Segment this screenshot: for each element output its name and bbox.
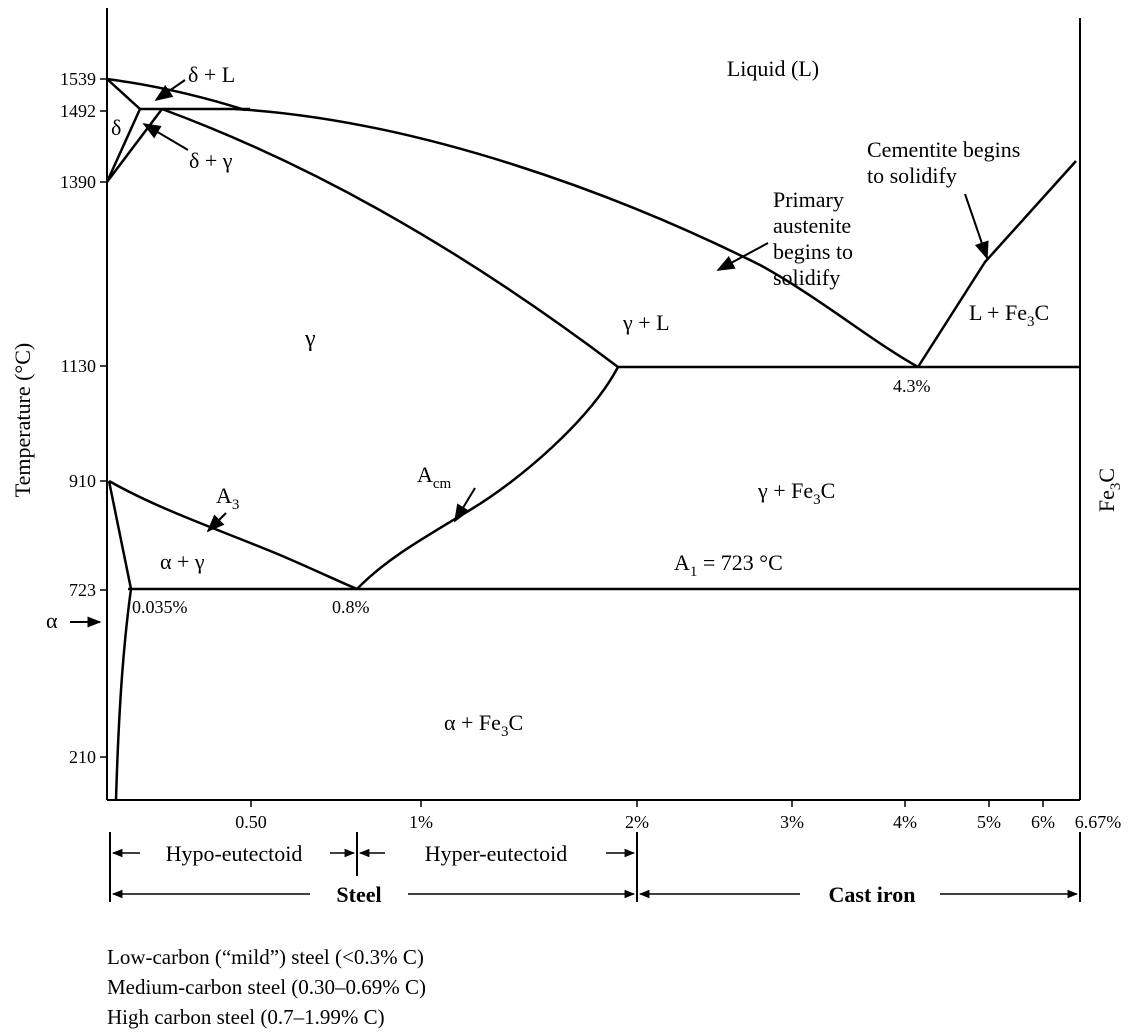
x-tick-0.50: 0.50 (235, 812, 267, 832)
delta-gamma-left (105, 108, 142, 183)
steel-grade-notes: Low-carbon (“mild”) steel (<0.3% C) Medi… (107, 942, 426, 1032)
label-alpha-fe3c: α + Fe3C (444, 710, 523, 740)
arrow-delta-l (154, 79, 186, 102)
note-high-carbon: High carbon steel (0.7–1.99% C) (107, 1005, 385, 1029)
label-0035pct: 0.035% (132, 597, 188, 617)
austenite-solidus (161, 107, 619, 368)
label-08pct: 0.8% (332, 597, 370, 617)
label-primary-austenite: Primary austenite begins to solidify (773, 187, 859, 290)
label-gamma: γ (304, 326, 316, 352)
delta-liquidus (106, 77, 246, 112)
arrow-acm (454, 487, 476, 523)
label-alpha: α (46, 608, 58, 633)
x-tick-3pct: 3% (780, 812, 804, 832)
label-liquid: Liquid (L) (727, 56, 819, 81)
x-tick-6.67pct: 6.67% (1075, 812, 1122, 832)
y-tick-723: 723 (69, 580, 96, 600)
x-tick-1pct: 1% (409, 812, 433, 832)
label-steel: Steel (336, 882, 381, 907)
label-a3: A3 (216, 483, 239, 513)
label-gamma-l: γ + L (622, 310, 670, 335)
label-43pct: 4.3% (893, 376, 931, 396)
label-delta: δ (111, 115, 121, 140)
y-tick-210: 210 (69, 747, 96, 767)
arrow-primary-austenite (716, 242, 769, 271)
label-acm: Acm (417, 462, 452, 492)
y-tick-1539: 1539 (60, 69, 96, 89)
pointer-arrows (142, 79, 989, 533)
arrow-cementite (964, 193, 989, 260)
phase-boundaries (105, 77, 1080, 801)
label-cast-iron: Cast iron (829, 882, 916, 907)
classification-arrows (111, 848, 1079, 899)
y-tick-910: 910 (69, 471, 96, 491)
arrow-a3 (206, 512, 227, 533)
right-axis-label: Fe3C (1094, 468, 1124, 512)
label-hypo-eutectoid: Hypo-eutectoid (166, 841, 303, 866)
label-a1: A1 = 723 °C (674, 550, 783, 580)
x-tick-4pct: 4% (893, 812, 917, 832)
note-low-carbon: Low-carbon (“mild”) steel (<0.3% C) (107, 945, 424, 969)
cementite-liquidus (916, 160, 1077, 368)
arrow-delta-gamma (142, 123, 189, 151)
y-tick-marks (100, 78, 107, 758)
label-cementite: Cementite begins to solidify (867, 137, 1026, 188)
delta-gamma-right (106, 108, 163, 183)
acm-line (356, 366, 620, 590)
note-medium-carbon: Medium-carbon steel (0.30–0.69% C) (107, 975, 427, 999)
y-tick-1492: 1492 (60, 101, 96, 121)
y-tick-1130: 1130 (61, 356, 96, 376)
austenite-liquidus (234, 107, 919, 369)
x-tick-5pct: 5% (977, 812, 1001, 832)
delta-solidus (106, 78, 141, 110)
label-alpha-gamma: α + γ (160, 549, 205, 574)
label-delta-gamma: δ + γ (189, 148, 233, 173)
label-hyper-eutectoid: Hyper-eutectoid (425, 841, 568, 866)
label-gamma-fe3c: γ + Fe3C (757, 478, 835, 508)
label-delta-l: δ + L (188, 62, 235, 87)
x-tick-2pct: 2% (625, 812, 649, 832)
alpha-solvus (114, 588, 133, 801)
a3-line (108, 479, 358, 591)
label-l-fe3c: L + Fe3C (969, 300, 1049, 330)
classification-dividers (109, 832, 1081, 902)
y-tick-1390: 1390 (60, 172, 96, 192)
ferrite-boundary (107, 480, 133, 590)
x-tick-marks (250, 800, 1044, 807)
y-axis-label: Temperature (°C) (10, 343, 35, 497)
x-tick-6pct: 6% (1031, 812, 1055, 832)
